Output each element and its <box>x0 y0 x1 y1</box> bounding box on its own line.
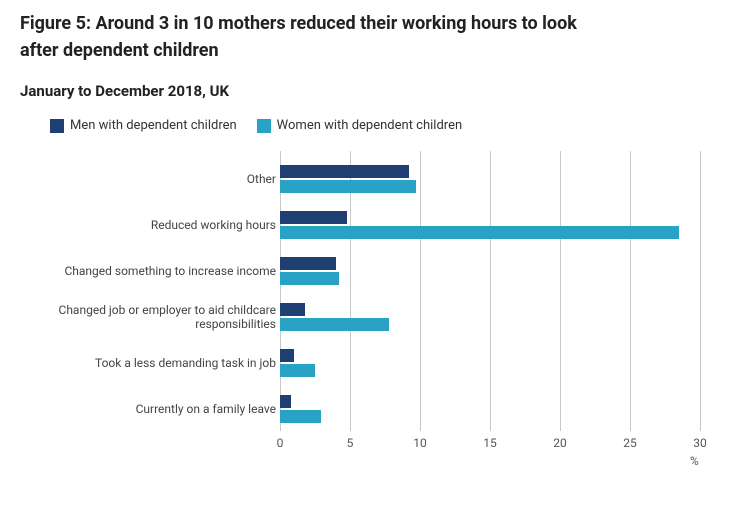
category-group <box>280 294 700 340</box>
bar-women <box>280 364 315 377</box>
category-group <box>280 248 700 294</box>
category-label: Other <box>26 172 276 186</box>
legend-swatch-men <box>50 119 64 133</box>
category-label: Changed job or employer to aid childcare… <box>26 303 276 332</box>
legend-label-men: Men with dependent children <box>70 118 237 133</box>
figure-title: Figure 5: Around 3 in 10 mothers reduced… <box>20 10 600 64</box>
x-tick-label: 15 <box>483 436 497 450</box>
x-tick-label: 10 <box>413 436 427 450</box>
bar-men <box>280 211 347 224</box>
legend: Men with dependent children Women with d… <box>50 118 711 133</box>
category-label: Took a less demanding task in job <box>26 356 276 370</box>
bar-women <box>280 226 679 239</box>
gridline <box>700 151 701 431</box>
x-tick-label: 20 <box>553 436 567 450</box>
bar-men <box>280 395 291 408</box>
legend-item-women: Women with dependent children <box>257 118 462 133</box>
bar-women <box>280 180 416 193</box>
plot-region: 051015202530 <box>280 151 700 431</box>
bar-men <box>280 303 305 316</box>
category-group <box>280 386 700 432</box>
legend-label-women: Women with dependent children <box>277 118 462 133</box>
category-group <box>280 156 700 202</box>
x-axis-title: % <box>690 454 699 468</box>
figure-subtitle: January to December 2018, UK <box>20 82 711 100</box>
x-tick-label: 5 <box>347 436 354 450</box>
x-tick-label: 25 <box>623 436 637 450</box>
legend-swatch-women <box>257 119 271 133</box>
legend-item-men: Men with dependent children <box>50 118 237 133</box>
chart-area: 051015202530 % OtherReduced working hour… <box>20 151 711 471</box>
bar-women <box>280 318 389 331</box>
category-label: Currently on a family leave <box>26 402 276 416</box>
category-label: Changed something to increase income <box>26 264 276 278</box>
x-tick-label: 0 <box>277 436 284 450</box>
bar-men <box>280 165 409 178</box>
category-label: Reduced working hours <box>26 218 276 232</box>
bar-women <box>280 272 339 285</box>
bar-men <box>280 257 336 270</box>
category-group <box>280 202 700 248</box>
bar-men <box>280 349 294 362</box>
x-tick-label: 30 <box>693 436 707 450</box>
category-group <box>280 340 700 386</box>
bar-women <box>280 410 321 423</box>
